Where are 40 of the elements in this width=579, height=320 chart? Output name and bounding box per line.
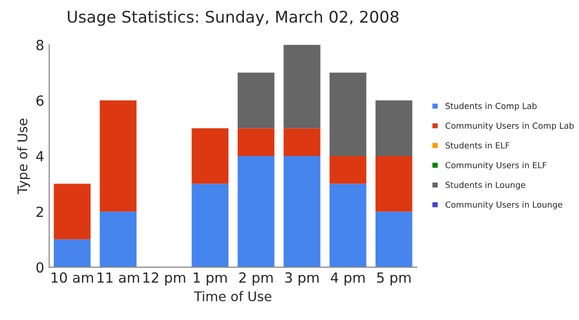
bar: [330, 156, 366, 184]
y-tick-label: 8: [36, 40, 44, 50]
bar: [238, 156, 274, 268]
bar: [192, 184, 228, 268]
y-tick-label: 2: [36, 206, 43, 217]
bar: [54, 184, 91, 240]
x-tick-label: 2 pm: [239, 272, 273, 286]
legend-label: Students in Lounge: [446, 182, 526, 190]
bar: [376, 156, 412, 212]
bar: [376, 212, 412, 268]
y-tick-label: 4: [36, 151, 44, 162]
bar: [330, 72, 366, 156]
bar: [330, 184, 366, 268]
chart-title: Usage Statistics: Sunday, March 02, 2008: [68, 10, 399, 26]
x-tick-label: 12 pm: [143, 272, 186, 286]
x-tick-label: 1 pm: [194, 272, 227, 286]
bar: [54, 239, 91, 268]
bar: [284, 156, 320, 268]
bar: [100, 212, 137, 268]
x-tick-label: 4 pm: [330, 272, 365, 286]
legend-label: Community Users in ELF: [446, 162, 546, 170]
bar: [238, 72, 274, 128]
bar: [238, 128, 274, 156]
legend-label: Students in ELF: [446, 142, 510, 149]
x-tick-label: 11 am: [98, 272, 140, 283]
bar: [100, 100, 137, 212]
legend-label: Community Users in Lounge: [446, 201, 562, 210]
bar: [284, 128, 320, 156]
legend-label: Community Users in Comp Lab: [446, 122, 574, 130]
bar: [284, 44, 320, 128]
bar: [192, 128, 228, 184]
x-axis-title: Time of Use: [194, 291, 272, 302]
x-tick-label: 3 pm: [285, 272, 319, 286]
x-tick-label: 5 pm: [377, 272, 411, 286]
bar: [376, 100, 412, 156]
legend-label: Students in Comp Lab: [446, 102, 537, 111]
y-axis-title: Type of Use: [17, 118, 30, 194]
x-tick-label: 10 am: [52, 272, 94, 283]
y-tick-label: 6: [36, 95, 44, 106]
y-tick-label: 0: [36, 262, 44, 273]
